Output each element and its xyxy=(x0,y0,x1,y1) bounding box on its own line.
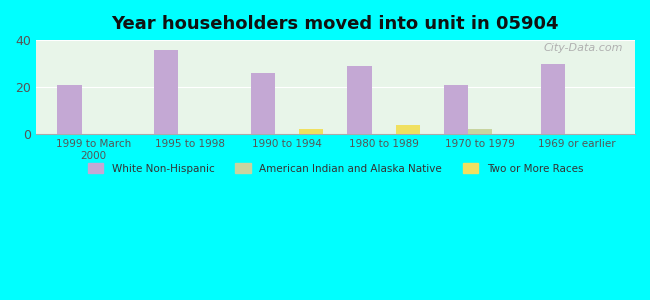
Bar xyxy=(57,85,82,134)
Bar xyxy=(251,73,275,134)
Text: City-Data.com: City-Data.com xyxy=(543,43,623,53)
Title: Year householders moved into unit in 05904: Year householders moved into unit in 059… xyxy=(112,15,559,33)
Bar xyxy=(396,125,420,134)
Bar xyxy=(468,129,493,134)
Bar xyxy=(347,66,372,134)
Bar xyxy=(299,129,323,134)
Legend: White Non-Hispanic, American Indian and Alaska Native, Two or More Races: White Non-Hispanic, American Indian and … xyxy=(83,159,587,178)
Bar xyxy=(154,50,178,134)
Bar xyxy=(541,64,565,134)
Bar xyxy=(444,85,468,134)
